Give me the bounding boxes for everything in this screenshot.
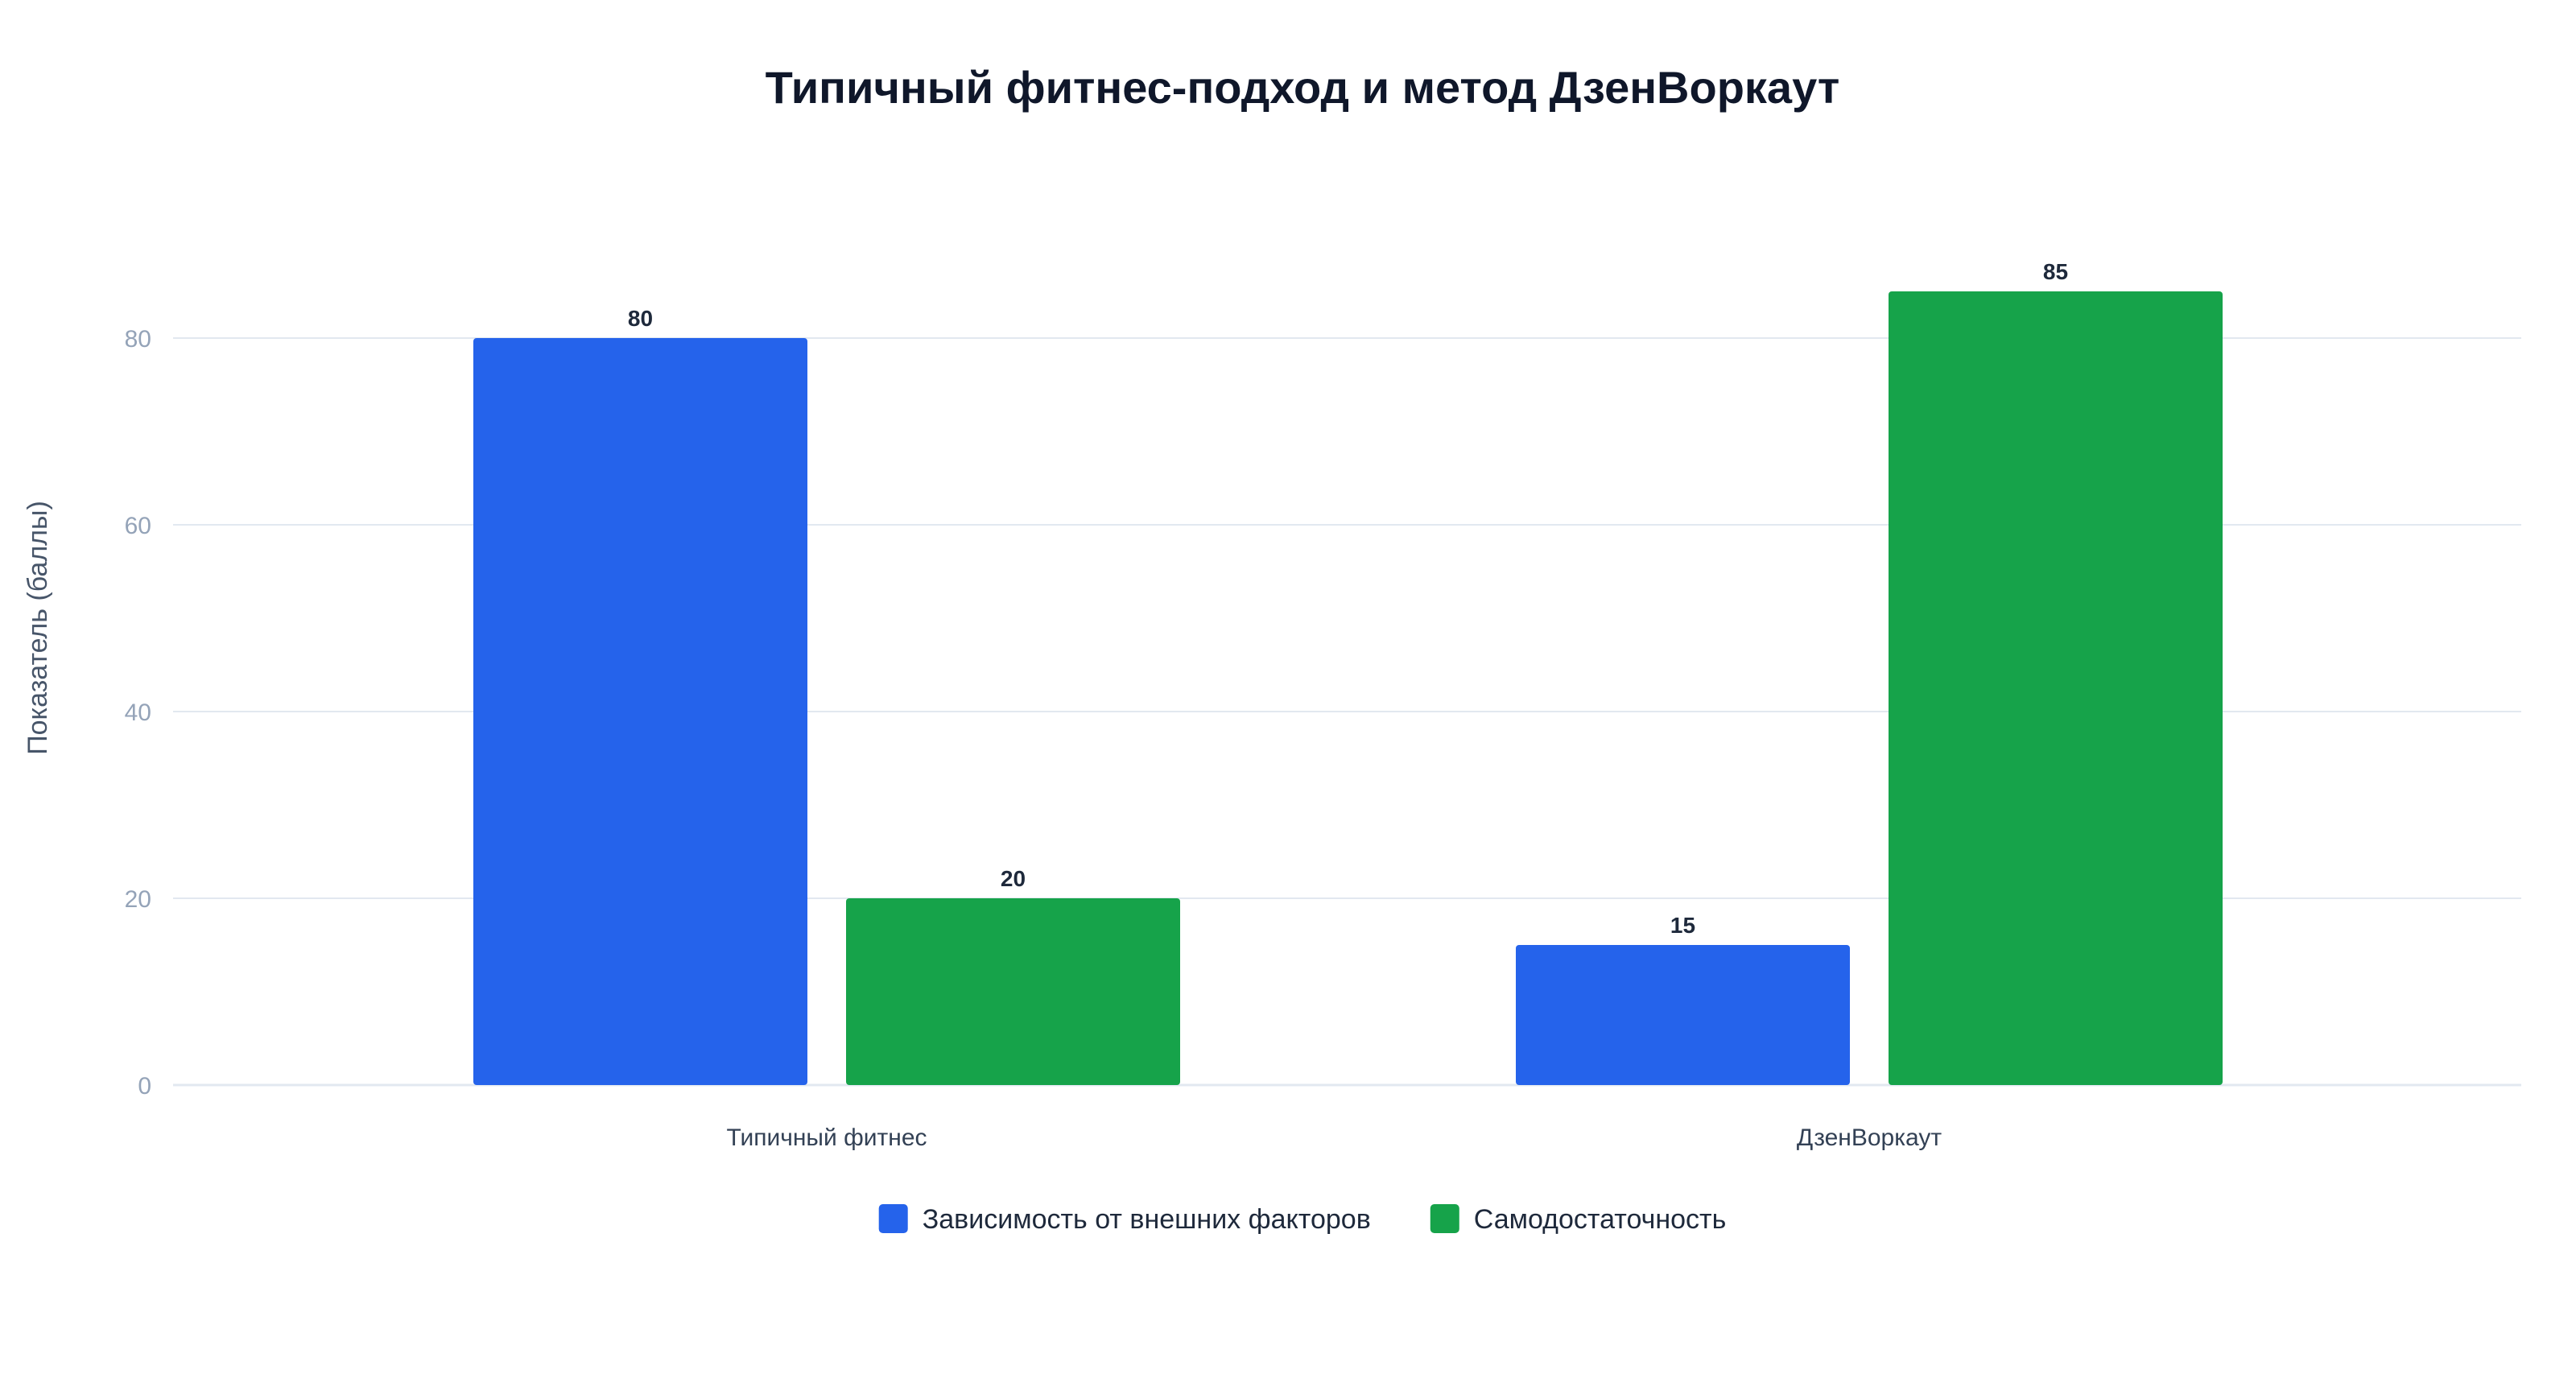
legend-item[interactable]: Самодостаточность [1430, 1204, 1727, 1235]
y-tick-label: 0 [138, 1073, 151, 1100]
y-tick-label: 20 [125, 886, 151, 913]
y-tick-label: 80 [125, 326, 151, 353]
legend-swatch [878, 1204, 908, 1233]
data-label: 80 [628, 306, 653, 331]
bar [846, 898, 1180, 1085]
data-labels: 80 20 15 85 [628, 259, 2068, 938]
y-tick-label: 60 [125, 513, 151, 539]
bar [1516, 945, 1850, 1085]
chart-title: Типичный фитнес-подход и метод ДзенВорка… [766, 62, 1840, 113]
x-tick-label: Типичный фитнес [726, 1124, 927, 1151]
x-axis-ticks: Типичный фитнес ДзенВоркаут [726, 1124, 1942, 1151]
data-label: 15 [1670, 913, 1695, 938]
data-label: 85 [2043, 259, 2068, 284]
x-tick-label: ДзенВоркаут [1797, 1124, 1942, 1151]
data-label: 20 [1001, 866, 1026, 891]
bar [473, 338, 807, 1085]
legend-item[interactable]: Зависимость от внешних факторов [878, 1204, 1371, 1235]
legend: Зависимость от внешних факторов Самодоста… [878, 1204, 1727, 1235]
y-axis-label: Показатель (баллы) [23, 501, 53, 755]
legend-swatch [1430, 1204, 1459, 1233]
y-axis-ticks: 0 20 40 60 80 [125, 326, 151, 1100]
bar [1889, 291, 2223, 1085]
legend-label: Зависимость от внешних факторов [923, 1204, 1371, 1235]
y-tick-label: 40 [125, 699, 151, 726]
legend-label: Самодостаточность [1474, 1204, 1727, 1235]
bars [473, 291, 2223, 1085]
